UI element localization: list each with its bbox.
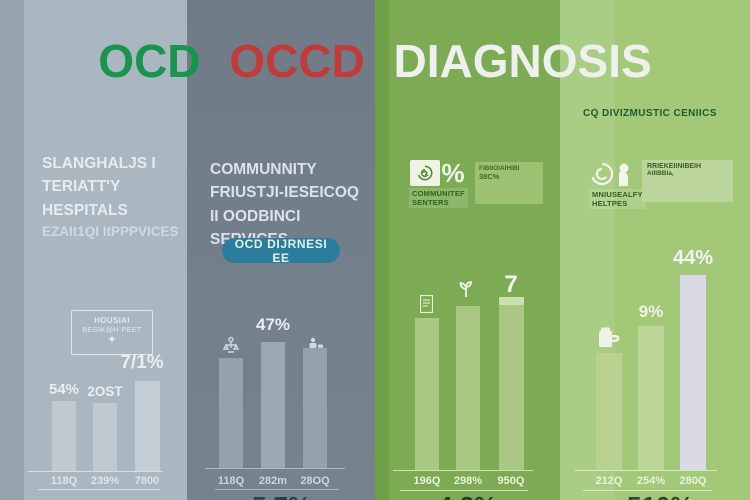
col2-heading-line1: COMMUNNITY xyxy=(210,161,317,178)
col4-partial-percent: 510% xyxy=(627,491,694,500)
col4-sidebox-line1: RRIEKEIINIBEIH xyxy=(647,163,702,170)
col1-bar1-value: 54% xyxy=(48,381,80,398)
col4-axis-line xyxy=(575,470,717,471)
col3-percent-glyph: % xyxy=(441,158,465,188)
ocd-diagnosis-button[interactable]: OCD DIJRNESI EE xyxy=(222,237,340,265)
diamond-icon: ✦ xyxy=(107,334,117,346)
col2-heading-line2: FRIUSTJI-IESEICOQ xyxy=(210,184,359,202)
col1-axis-line xyxy=(28,471,163,472)
col4-badge-line2: HELTPES xyxy=(592,199,628,208)
col4-axis-underline xyxy=(583,490,712,491)
infobox-line1: HOUSIAI xyxy=(94,316,130,325)
title-word-occd: OCCD xyxy=(229,35,365,87)
col1-xlabel3: 7800 xyxy=(134,475,160,487)
col3-sidebox-line1: FIBIIOIAIHIBI xyxy=(479,165,520,172)
swirl-icon xyxy=(418,165,433,181)
swirl-blob-icon xyxy=(588,160,636,190)
col3-badge-label: COMMUNITEF SENTERS xyxy=(409,188,468,208)
col2-xlabel1: 118Q xyxy=(217,475,245,487)
col3-partial-percent: 4.2% xyxy=(438,491,497,500)
col2-bar1 xyxy=(219,358,243,468)
col2-axis-line xyxy=(205,468,345,469)
col3-xlabel1: 196Q xyxy=(413,475,441,487)
col1-heading-line1: SLANGHALJS I xyxy=(42,155,156,172)
col2-bar2-value: 47% xyxy=(255,315,291,334)
col4-badge-line1: MNIUSEALFY xyxy=(592,190,643,199)
col3-sidebox: FIBIIOIAIHIBI 38C% xyxy=(475,162,543,204)
col3-sidebox-line2: 38C% xyxy=(479,172,500,181)
swirl-badge xyxy=(410,160,440,186)
col1-bar2-value: 2OST xyxy=(87,384,123,399)
infobox-line2: BESIK@H PEET xyxy=(82,325,142,334)
mug-icon xyxy=(596,327,622,351)
col2-axis-underline xyxy=(215,489,339,490)
col1-xlabel1: 118Q xyxy=(50,475,78,487)
col3-badge-line2: SENTERS xyxy=(412,198,449,207)
col4-xlabel2: 254% xyxy=(636,475,666,487)
col4-bar1 xyxy=(596,353,622,470)
col3-axis-line xyxy=(393,470,533,471)
col3-bar1 xyxy=(415,318,439,470)
col4-xlabel3: 280Q xyxy=(679,475,707,487)
col2-bar3 xyxy=(303,348,327,468)
document-icon xyxy=(420,295,433,313)
col1-bar3 xyxy=(135,381,160,471)
col4-bar3-value: 44% xyxy=(672,247,714,269)
col1-axis-underline xyxy=(38,489,160,490)
col4-badge-label: MNIUSEALFY HELTPES xyxy=(589,189,646,209)
col1-bar2 xyxy=(93,403,117,471)
scale-figure-icon xyxy=(222,336,240,354)
col4-bar3 xyxy=(680,275,706,470)
col4-sidebox-line2: AIIIBBIa, xyxy=(647,170,674,177)
col3-xlabel3: 950Q xyxy=(497,475,525,487)
col1-bar3-value: 7/1% xyxy=(120,352,164,373)
col4-sidebox: RRIEKEIINIBEIH AIIIBBIa, xyxy=(642,160,733,202)
col4-bar2-value: 9% xyxy=(638,302,664,321)
col3-bar3 xyxy=(499,297,524,470)
col1-heading: SLANGHALJS I TERIATT'Y HESPITALS EZAIt1Q… xyxy=(42,152,182,242)
title-word-ocd: OCD xyxy=(98,35,201,87)
col3-badge-line1: COMMUNITEF xyxy=(412,189,465,198)
col1-heading-line2: TERIATT'Y HESPITALS xyxy=(42,178,128,219)
sprout-icon xyxy=(458,280,474,298)
col1-heading-line3: EZAIt1QI ItPPPVICES xyxy=(42,223,179,239)
col2-xlabel3: 28OQ xyxy=(300,475,330,487)
col1-infobox: HOUSIAI BESIK@H PEET ✦ xyxy=(71,310,153,355)
col3-bar2 xyxy=(456,306,480,470)
col2-xlabel2: 282m xyxy=(258,475,288,487)
title-word-diagnosis: DIAGNOSIS xyxy=(393,35,652,87)
col2-bar2 xyxy=(261,342,285,468)
col3-xlabel2: 298% xyxy=(453,475,483,487)
col1-bar1 xyxy=(52,401,76,471)
page-title: OCD OCCD DIAGNOSIS xyxy=(0,34,750,88)
col2-partial-percent: 5.7% xyxy=(252,491,311,500)
diagnostic-centers-note: CQ DIVIZMUSTIC CENIICS xyxy=(583,108,717,119)
col3-bar3-value: 7 xyxy=(504,271,518,298)
col4-xlabel1: 212Q xyxy=(595,475,623,487)
col4-bar2 xyxy=(638,326,664,470)
col3-axis-underline xyxy=(400,490,528,491)
col1-xlabel2: 239% xyxy=(90,475,120,487)
